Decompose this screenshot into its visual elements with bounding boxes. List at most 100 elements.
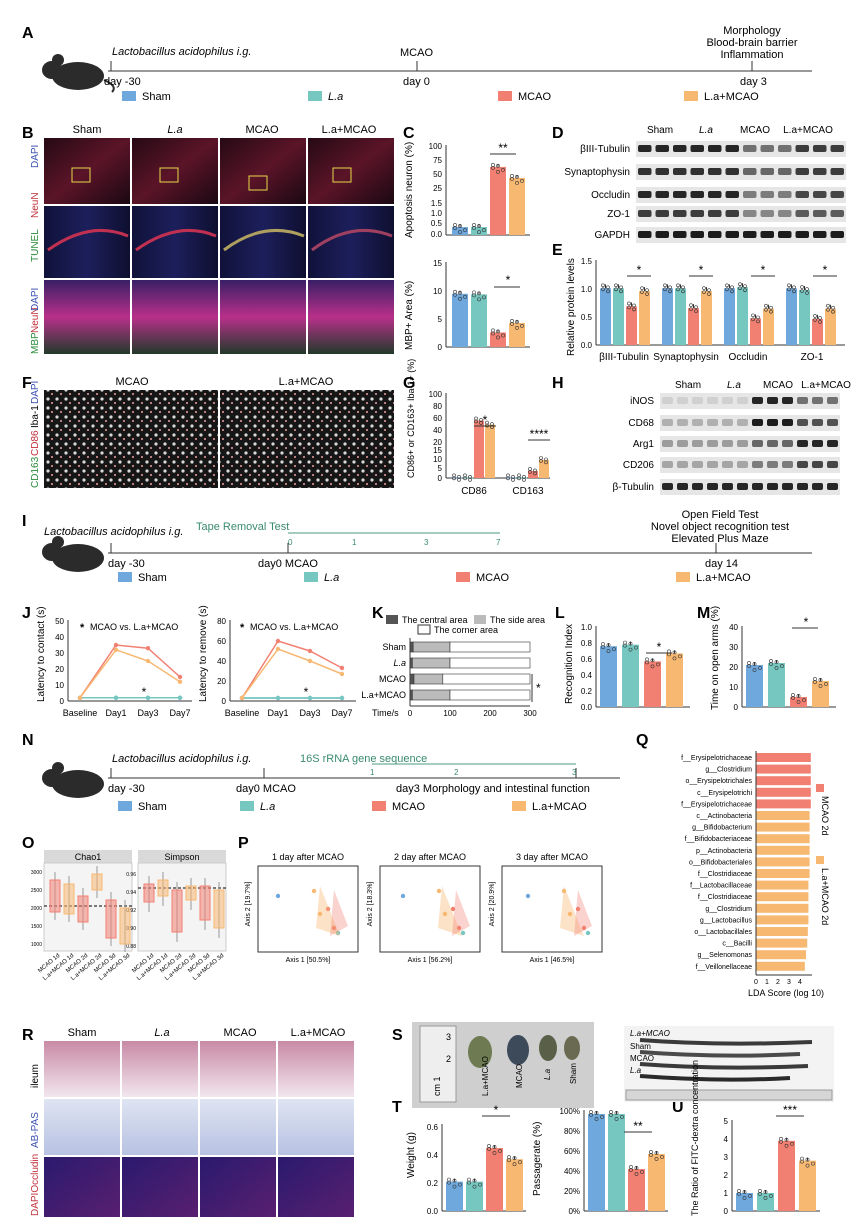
c2-bar [490, 332, 506, 347]
u-point [811, 1161, 815, 1166]
b-col-sham: Sham [73, 124, 102, 136]
o-tick: 0.94 [126, 890, 136, 896]
g-bar [474, 420, 484, 478]
h-band [827, 461, 838, 468]
e-bar [675, 288, 686, 345]
o-box [77, 895, 89, 923]
t-ticks-2: 100% 80% 60% 40% 20% 0% [560, 1107, 580, 1216]
t1-point [472, 1184, 477, 1189]
e-group-label: βIII-Tubulin [599, 352, 649, 363]
u-tick: 3 [724, 1153, 729, 1162]
panel-letter-s: S [392, 1027, 403, 1044]
d-band [795, 145, 809, 152]
k-legend-corner-swatch [417, 624, 431, 635]
d-band [778, 231, 792, 238]
panel-letter-p: P [238, 835, 249, 852]
g-point [522, 478, 526, 482]
u-point [742, 1190, 747, 1194]
u-tick: 1 [724, 1189, 729, 1198]
panel-letter-t: T [392, 1099, 402, 1116]
c-tick: 15 [433, 259, 442, 268]
f-col-lamcao: L.a+MCAO [279, 376, 334, 388]
q-bar [756, 938, 808, 948]
o-tick: 0.90 [126, 926, 136, 932]
h-strip [660, 479, 840, 495]
svg-text:*: * [240, 622, 245, 634]
i-num: 0 [288, 538, 293, 547]
d-band [638, 191, 652, 198]
g-point [463, 473, 467, 478]
c-ticks-1: 100 75 50 25 1.5 1.0 0.5 0.0 [429, 142, 443, 239]
q-bar [756, 869, 810, 878]
t-tick: 0.6 [427, 1123, 439, 1132]
e-sig: * [699, 263, 704, 277]
p-title: 1 day after MCAO [272, 852, 344, 862]
h-band-label: CD206 [623, 460, 655, 471]
g-point [506, 476, 510, 481]
panel-t: Weight (g) 0.6 0.4 0.2 0.0 * Passagerate… [406, 1103, 668, 1216]
panel-m: Time on open arms (%) 40 30 20 10 0 * [710, 606, 836, 712]
o-title-bar-2 [138, 850, 226, 863]
e-point [627, 301, 631, 306]
j-sig-2: * [304, 685, 309, 699]
t-tick: 100% [560, 1107, 580, 1116]
panel-letters: A B C D E F G H I J K L M N O P Q R S T … [22, 25, 710, 1116]
p-point [585, 930, 591, 936]
h-band-label: Arg1 [633, 439, 655, 450]
k-row-label: L.a [393, 658, 406, 668]
o-tick: 3000 [31, 870, 42, 876]
h-band [722, 397, 733, 404]
d-band [743, 210, 757, 217]
c2-point [501, 333, 505, 338]
t1-point [452, 1178, 457, 1183]
j-point [145, 658, 151, 664]
e-tick: 1.5 [581, 257, 593, 266]
legend-swatch-sham [122, 91, 136, 101]
e-bar [737, 287, 748, 345]
h-band [722, 461, 733, 468]
g-ticks: 100 80 60 40 20 15 10 5 0 [429, 390, 443, 483]
n-day0: day0 MCAO [236, 783, 296, 795]
h-band [827, 397, 838, 404]
panel-letter-r: R [22, 1027, 34, 1044]
t-tick: 40% [564, 1167, 580, 1176]
t-sig-2: ** [633, 1119, 643, 1133]
t1-point [472, 1178, 477, 1183]
n-day3: day3 Morphology and intestinal function [396, 783, 590, 795]
c-tick: 0 [438, 343, 443, 352]
m-bar [746, 665, 763, 707]
panel-l: Recognition Index 1.0 0.8 0.6 0.4 0.2 0.… [564, 623, 690, 712]
h-head-mcao: MCAO [763, 380, 793, 391]
l-point [612, 647, 616, 652]
c2-point [472, 293, 476, 298]
t-tick: 60% [564, 1147, 580, 1156]
s-int-label: Sham [630, 1042, 651, 1051]
q-bar [756, 787, 811, 797]
m-tick: 10 [729, 683, 738, 692]
d-band [655, 210, 669, 217]
h-band [692, 397, 703, 404]
h-band [692, 483, 703, 490]
panel-b-microscopy: Sham L.a MCAO L.a+MCAO [30, 124, 394, 354]
g-point [539, 456, 543, 460]
legend-n: Sham L.a MCAO L.a+MCAO [118, 801, 587, 813]
p-point [450, 906, 456, 912]
p-point [311, 888, 317, 894]
b-col-lamcao: L.a+MCAO [322, 124, 377, 136]
e-point [725, 283, 729, 288]
d-band [708, 231, 722, 238]
g-tick: 60 [433, 414, 442, 423]
d-band [830, 231, 844, 238]
k-xlabel: Time/s [372, 708, 399, 718]
t-tick: 80% [564, 1127, 580, 1136]
q-bar [756, 880, 809, 890]
t-ylabel-1: Weight (g) [406, 1132, 417, 1178]
k-legend-corner: The corner area [434, 625, 498, 635]
s-ruler-label: 3 [446, 1032, 451, 1042]
b-image-r3-c1 [44, 280, 130, 354]
o-ticks-1: 3000 2500 2000 1500 1000 [31, 870, 42, 948]
b-image-r3-c4 [308, 280, 394, 354]
p-hull [438, 886, 462, 936]
p-xlabels: Axis 1 [50.5%] Axis 1 [56.2%] Axis 1 [46… [286, 957, 575, 964]
p-ylabel: Axis 2 [19.7%] [245, 882, 252, 927]
